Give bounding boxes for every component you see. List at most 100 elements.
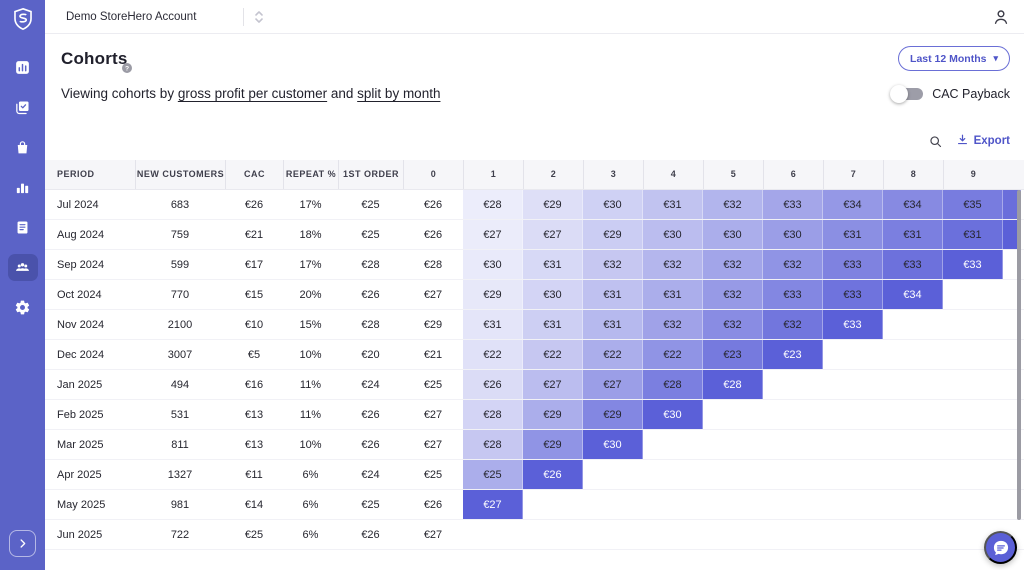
column-header-month-9: 9 [943,160,1003,189]
cac-cell: €5 [247,348,261,361]
cohort-table: PERIOD NEW CUSTOMERS CAC REPEAT % 1ST ORDER 0… [45,160,1024,550]
cohort-cell: €29 [523,190,583,219]
column-header-repeat-: REPEAT % [283,160,338,189]
cac-payback-toggle[interactable] [890,85,924,103]
help-icon[interactable]: ? [121,61,133,73]
period-cell: Mar 2025 [57,438,104,451]
subtitle-connector: and [327,86,358,101]
metric-link[interactable]: gross profit per customer [177,86,328,101]
table-row: Jun 2025 722 €25 6% €26 €27 [45,520,1024,550]
sidebar-item-dashboard[interactable] [8,54,38,81]
first-order-cell: €20 [361,348,380,361]
main-content: Cohorts ? Last 12 Months ▾ Viewing cohor… [45,34,1024,570]
first-order-cell: €26 [361,438,380,451]
sidebar-item-reports[interactable] [8,94,38,121]
sidebar-item-billing[interactable] [8,214,38,241]
cohort-cell: €31 [643,280,703,309]
cohort-cell: €33 [883,250,943,279]
cohort-cell: €32 [703,310,763,339]
date-range-button[interactable]: Last 12 Months ▾ [898,46,1010,71]
column-header-period: PERIOD [57,169,95,179]
toggle-thumb [890,85,909,103]
cohort-cell: €29 [583,400,643,429]
new-customers-cell: 494 [170,378,190,391]
column-header-cac: CAC [225,160,283,189]
sidebar-item-cohorts[interactable] [7,254,38,281]
account-name: Demo StoreHero Account [66,11,197,23]
cohort-cell: €28 [463,430,523,459]
repeat-pct-cell: 6% [302,498,319,511]
table-row: Oct 2024 770 €15 20% €26 €27 €29 €30 €31 €31 €32 €3… [45,280,1024,310]
new-customers-cell: 599 [170,258,190,271]
subtitle-prefix: Viewing cohorts by [61,86,178,101]
cohort-cell: €26 [523,460,583,489]
cohort-cell: €26 [463,370,523,399]
cohort-cell: €28 [463,190,523,219]
period-cell: Aug 2024 [57,228,105,241]
first-order-cell: €26 [361,528,380,541]
cohort-cell: €31 [583,310,643,339]
split-link[interactable]: split by month [357,86,441,101]
sidebar-item-analytics[interactable] [8,174,38,201]
column-header-new-customers: NEW CUSTOMERS [135,160,225,189]
sidebar-item-settings[interactable] [8,294,38,321]
cohort-cell: €22 [583,340,643,369]
repeat-pct-cell: 6% [302,468,319,481]
sidebar-item-orders[interactable] [8,134,38,161]
column-header-month-4: 4 [643,160,703,189]
new-customers-cell: 981 [170,498,190,511]
shopping-bag-icon [14,139,31,156]
cohort-cell: €34 [823,190,883,219]
cac-payback-label: CAC Payback [932,87,1010,101]
month-0-cell: €25 [423,468,443,481]
cohort-cell: €30 [583,190,643,219]
cohort-cell: €29 [583,220,643,249]
cohort-subtitle: Viewing cohorts by gross profit per cust… [61,86,440,101]
cohort-cell: €30 [583,430,643,459]
cohort-cell: €35 [943,190,1003,219]
cohort-cell: €33 [823,250,883,279]
cac-cell: €11 [245,468,263,481]
table-scrollbar[interactable] [1017,190,1021,520]
first-order-cell: €24 [361,378,380,391]
table-row: Feb 2025 531 €13 11% €26 €27 €28 €29 €29 €30 [45,400,1024,430]
user-profile-icon[interactable] [991,7,1011,27]
download-icon [956,133,969,149]
period-cell: Oct 2024 [57,288,102,301]
export-label: Export [973,135,1010,147]
table-row: Aug 2024 759 €21 18% €25 €26 €27 €27 €29 €30 €30 €3… [45,220,1024,250]
sidebar-expand-button[interactable] [9,530,36,557]
cohort-cell: €31 [883,220,943,249]
export-button[interactable]: Export [956,133,1010,149]
first-order-cell: €25 [361,198,380,211]
period-cell: Sep 2024 [57,258,105,271]
period-cell: Jun 2025 [57,528,103,541]
new-customers-cell: 1327 [167,468,193,481]
cohort-cell: €22 [523,340,583,369]
cac-cell: €14 [244,498,264,511]
account-switcher-icon[interactable] [250,8,268,26]
search-icon[interactable] [928,134,943,149]
caret-down-icon: ▾ [993,53,998,63]
cohort-cell: €30 [463,250,523,279]
table-tools: Export [928,133,1010,149]
cohort-cell: €30 [703,220,763,249]
cohort-cell: €33 [823,280,883,309]
chat-widget-button[interactable] [984,531,1017,564]
new-customers-cell: 759 [170,228,190,241]
repeat-pct-cell: 11% [299,408,322,421]
repeat-pct-cell: 10% [299,348,322,361]
cohort-cell: €23 [703,340,763,369]
column-header-1st-order: 1ST ORDER [338,160,403,189]
first-order-cell: €25 [361,498,380,511]
cohort-cell: €31 [463,310,523,339]
cac-cell: €21 [244,228,264,241]
storehero-logo-icon[interactable] [0,4,45,34]
cac-cell: €16 [244,378,264,391]
period-cell: Feb 2025 [57,408,104,421]
first-order-cell: €26 [361,408,380,421]
topbar-divider [243,8,244,26]
repeat-pct-cell: 18% [299,228,322,241]
page-title: Cohorts [61,49,128,68]
